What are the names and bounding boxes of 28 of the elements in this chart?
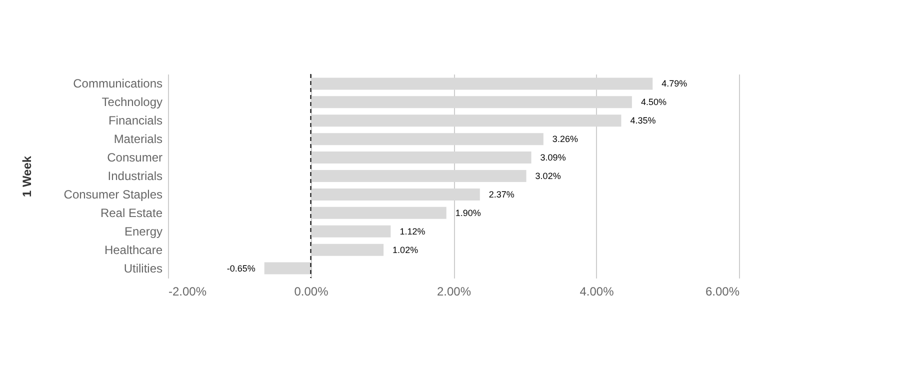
y-axis-title: 1 Week [20, 156, 34, 198]
y-tick-label: Real Estate [100, 206, 163, 220]
y-tick-label: Healthcare [104, 242, 163, 257]
data-label: 4.50% [640, 97, 666, 108]
data-label: 1.12% [400, 226, 426, 236]
data-label: 4.35% [630, 116, 656, 126]
x-tick-label: 4.00% [580, 284, 614, 298]
data-label: 3.26% [552, 134, 578, 144]
y-tick-label: Utilities [124, 261, 162, 276]
data-label: 1.90% [455, 208, 481, 218]
data-label: 1.02% [392, 244, 418, 255]
y-tick-label: Communications [73, 76, 162, 91]
y-tick-label: Financials [108, 114, 162, 128]
x-tick-label: 0.00% [294, 284, 329, 298]
x-tick-label: 2.00% [436, 284, 472, 298]
y-tick-label: Consumer [107, 150, 162, 165]
y-tick-label: Technology [102, 95, 162, 110]
y-tick-label: Energy [124, 224, 162, 238]
y-tick-label: Industrials [108, 169, 162, 183]
data-label: 3.02% [535, 171, 561, 181]
data-label: -0.65% [226, 263, 256, 274]
y-tick-label: Materials [114, 132, 162, 146]
y-tick-label: Consumer Staples [64, 187, 162, 202]
x-tick-label: -2.00% [168, 284, 207, 298]
data-label: 2.37% [488, 189, 514, 200]
x-tick-label: 6.00% [705, 284, 740, 298]
data-label: 3.09% [540, 152, 566, 163]
data-label: 4.79% [662, 78, 688, 89]
